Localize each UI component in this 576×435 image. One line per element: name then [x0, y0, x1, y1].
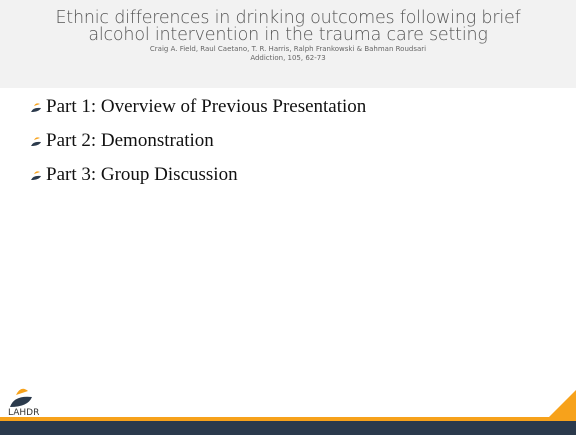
title: Ethnic differences in drinking outcomes … [55, 8, 521, 45]
authors: Craig A. Field, Raul Caetano, T. R. Harr… [149, 45, 427, 53]
bullet-list: Part 1: Overview of Previous Presentatio… [30, 90, 366, 192]
bullet-icon [31, 103, 41, 112]
bullet-text: Part 3: Group Discussion [46, 164, 238, 185]
logo-icon [10, 388, 32, 407]
bullet-icon [31, 137, 41, 146]
footer-bar [0, 421, 576, 435]
bullet: Part 1: Overview of Previous Presentatio… [30, 90, 366, 124]
bullet: Part 2: Demonstration [30, 124, 366, 158]
bullet-text: Part 1: Overview of Previous Presentatio… [46, 96, 367, 117]
bullet-text: Part 2: Demonstration [46, 130, 214, 151]
bullet: Part 3: Group Discussion [30, 158, 366, 192]
bullet-icon [31, 171, 41, 180]
citation: Addiction, 105, 62-73 [250, 54, 326, 62]
header: Ethnic differences in drinking outcomes … [0, 0, 576, 88]
logo-text: LAHDR [8, 408, 40, 418]
